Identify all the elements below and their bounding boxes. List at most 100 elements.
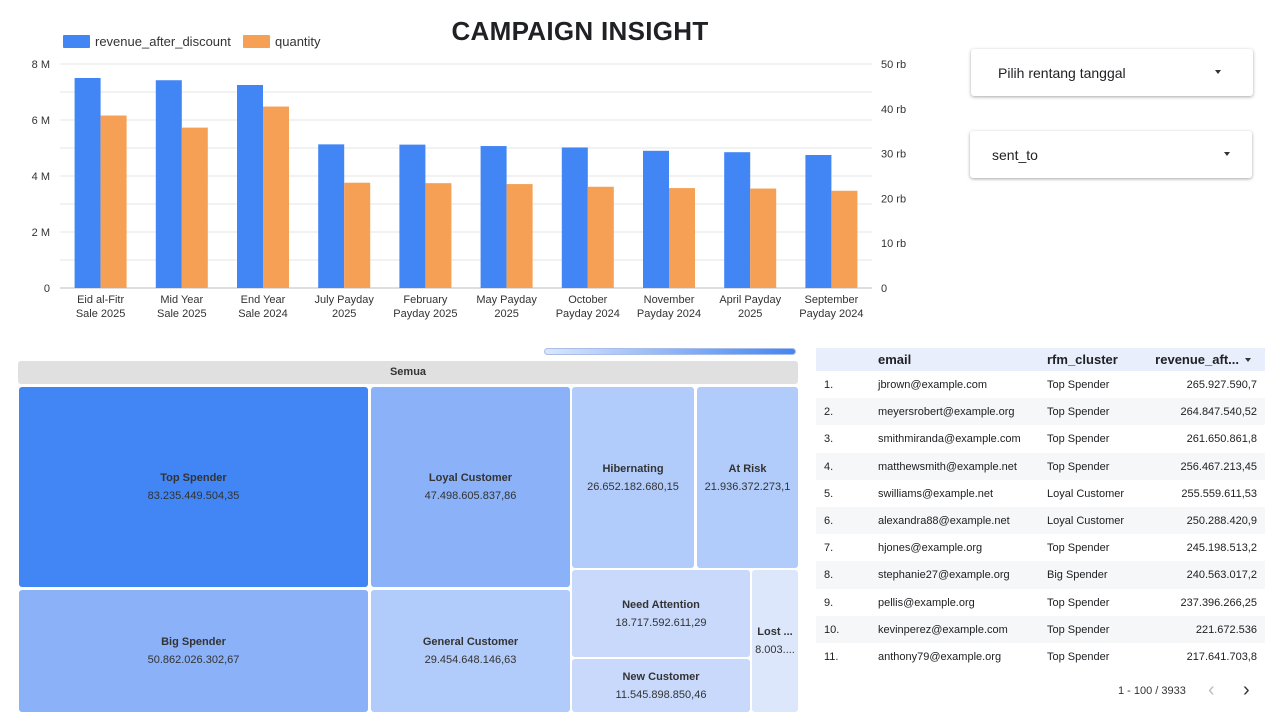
table-row[interactable]: 2. meyersrobert@example.org Top Spender 264… [816,398,1265,426]
row-index: 10. [824,623,840,636]
table-row[interactable]: 4. matthewsmith@example.net Top Spender 256… [816,452,1265,480]
bar-quantity [100,115,127,289]
y-left-tick-label: 6 M [32,115,50,127]
treemap-cell-name: General Customer [422,636,519,648]
row-index: 7. [824,542,834,555]
legend-label: revenue_after_discount [95,34,231,49]
treemap-cell-need-attention[interactable]: Need Attention 18.717.592.611,29 [572,570,750,657]
x-tick-label: End Year [241,294,286,306]
treemap-cell-new-customer[interactable]: New Customer 11.545.898.850,46 [572,659,750,712]
row-index: 1. [824,379,834,391]
x-tick-label: 2025 [494,308,518,320]
row-rfm-cluster: Top Spender [1047,596,1110,609]
table-row[interactable]: 11. anthony79@example.org Top Spender 217.6… [816,643,1265,670]
row-email: meyersrobert@example.org [878,406,1015,419]
bar-quantity [344,182,371,288]
row-email: swilliams@example.net [878,487,994,500]
date-range-dropdown[interactable]: Pilih rentang tanggal [971,49,1253,96]
sent-to-label: sent_to [992,147,1038,163]
table-row[interactable]: 7. hjones@example.org Top Spender 245.198.5… [816,534,1265,561]
prev-page-icon[interactable]: ‹ [1208,679,1215,701]
x-tick-label: Eid al-Fitr [77,294,124,306]
table-header: email rfm_cluster revenue_aft... [816,348,1265,371]
treemap-cell-name: Lost ... [757,626,793,638]
sent-to-dropdown[interactable]: sent_to [970,131,1252,178]
treemap-cell-name: Need Attention [622,598,700,611]
treemap-cell-hibernating[interactable]: Hibernating 26.652.182.680,15 [572,387,694,568]
row-revenue: 245.198.513,2 [1186,542,1257,555]
x-tick-label: 2025 [332,308,356,320]
row-revenue: 240.563.017,2 [1186,569,1257,582]
row-email: anthony79@example.org [878,650,1002,663]
table-body: 1. jbrown@example.com Top Spender 265.927.5… [816,371,1265,670]
row-rfm-cluster: Top Spender [1047,623,1110,636]
row-index: 3. [824,433,834,446]
table-row[interactable]: 1. jbrown@example.com Top Spender 265.927.5… [816,371,1265,398]
treemap-cell-name: At Risk [728,462,767,475]
table-row[interactable]: 9. pellis@example.org Top Spender 237.396.2… [816,589,1265,616]
x-tick-label: October [568,294,607,306]
x-tick-label: Payday 2024 [799,308,863,320]
row-email: kevinperez@example.com [878,623,1008,636]
treemap-cell-big-spender[interactable]: Big Spender 50.862.026.302,67 [19,590,368,712]
column-header-email[interactable]: email [878,352,912,367]
table-row[interactable]: 6. alexandra88@example.net Loyal Customer 2… [816,506,1265,535]
row-email: smithmiranda@example.com [878,433,1021,446]
bar-revenue [724,152,751,288]
column-header-rfm-cluster[interactable]: rfm_cluster [1047,352,1118,367]
treemap-cell-at-risk[interactable]: At Risk 21.936.372.273,1 [697,387,798,568]
treemap-cell-value: 50.862.026.302,67 [147,654,240,666]
row-index: 8. [824,569,834,582]
pagination-range: 1 - 100 / 3933 [1118,685,1186,697]
row-rfm-cluster: Top Spender [1047,542,1110,555]
row-rfm-cluster: Top Spender [1047,433,1110,446]
row-rfm-cluster: Loyal Customer [1047,487,1125,500]
x-tick-label: Payday 2024 [637,308,701,320]
treemap-cell-lost[interactable]: Lost ... 8.003.... [752,570,798,712]
y-right-tick-label: 20 rb [881,193,906,205]
table-row[interactable]: 5. swilliams@example.net Loyal Customer 255… [816,480,1265,507]
bar-quantity [587,186,614,288]
treemap-cell-name: Top Spender [160,472,227,484]
table-row[interactable]: 3. smithmiranda@example.com Top Spender 261… [816,425,1265,452]
bar-revenue [155,80,182,288]
table-row[interactable]: 10. kevinperez@example.com Top Spender 221.… [816,615,1265,643]
bar-revenue [805,155,832,288]
treemap-cell-top-spender[interactable]: Top Spender 83.235.449.504,35 [19,387,368,587]
treemap-cell-loyal-customer[interactable]: Loyal Customer 47.498.605.837,86 [371,387,570,587]
y-left-tick-label: 8 M [32,59,50,71]
treemap-cell-value: 29.454.648.146,63 [424,654,517,666]
treemap-cell-value: 21.936.372.273,1 [704,480,791,493]
table-row[interactable]: 8. stephanie27@example.org Big Spender 240.… [816,561,1265,589]
row-rfm-cluster: Top Spender [1047,650,1110,663]
bar-revenue [561,147,588,288]
row-email: hjones@example.org [878,542,983,555]
legend-swatch [63,35,90,48]
treemap-cell-name: New Customer [622,670,700,683]
row-rfm-cluster: Top Spender [1047,379,1110,391]
row-revenue: 264.847.540,52 [1180,406,1257,419]
row-email: matthewsmith@example.net [878,460,1017,473]
row-index: 6. [824,514,834,527]
y-right-tick-label: 50 rb [881,59,906,71]
bar-revenue [643,150,669,288]
treemap-header[interactable]: Semua [18,361,798,384]
row-email: alexandra88@example.net [878,514,1010,527]
bar-quantity [181,127,208,288]
next-page-icon[interactable]: › [1243,679,1250,701]
campaign-bar-chart: 0 2 M 4 M 6 M 8 M 0 10 rb 20 rb 30 rb 40 rb 50 rb E… [32,34,906,320]
treemap-cell-value: 18.717.592.611,29 [615,616,707,629]
x-tick-label: Payday 2025 [393,308,457,320]
row-rfm-cluster: Big Spender [1047,569,1108,582]
column-header-revenue[interactable]: revenue_aft... [1155,352,1239,367]
color-scale-bar [544,348,796,355]
y-left-tick-label: 4 M [32,171,50,183]
x-tick-label: Mid Year [160,294,203,306]
treemap-cell-general-customer[interactable]: General Customer 29.454.648.146,63 [371,590,570,712]
sort-desc-icon[interactable] [1245,358,1251,362]
treemap-cell-name: Hibernating [602,462,664,475]
bar-quantity [669,188,695,288]
date-range-label: Pilih rentang tanggal [998,65,1126,81]
row-email: pellis@example.org [878,596,975,609]
bar-quantity [425,183,452,288]
